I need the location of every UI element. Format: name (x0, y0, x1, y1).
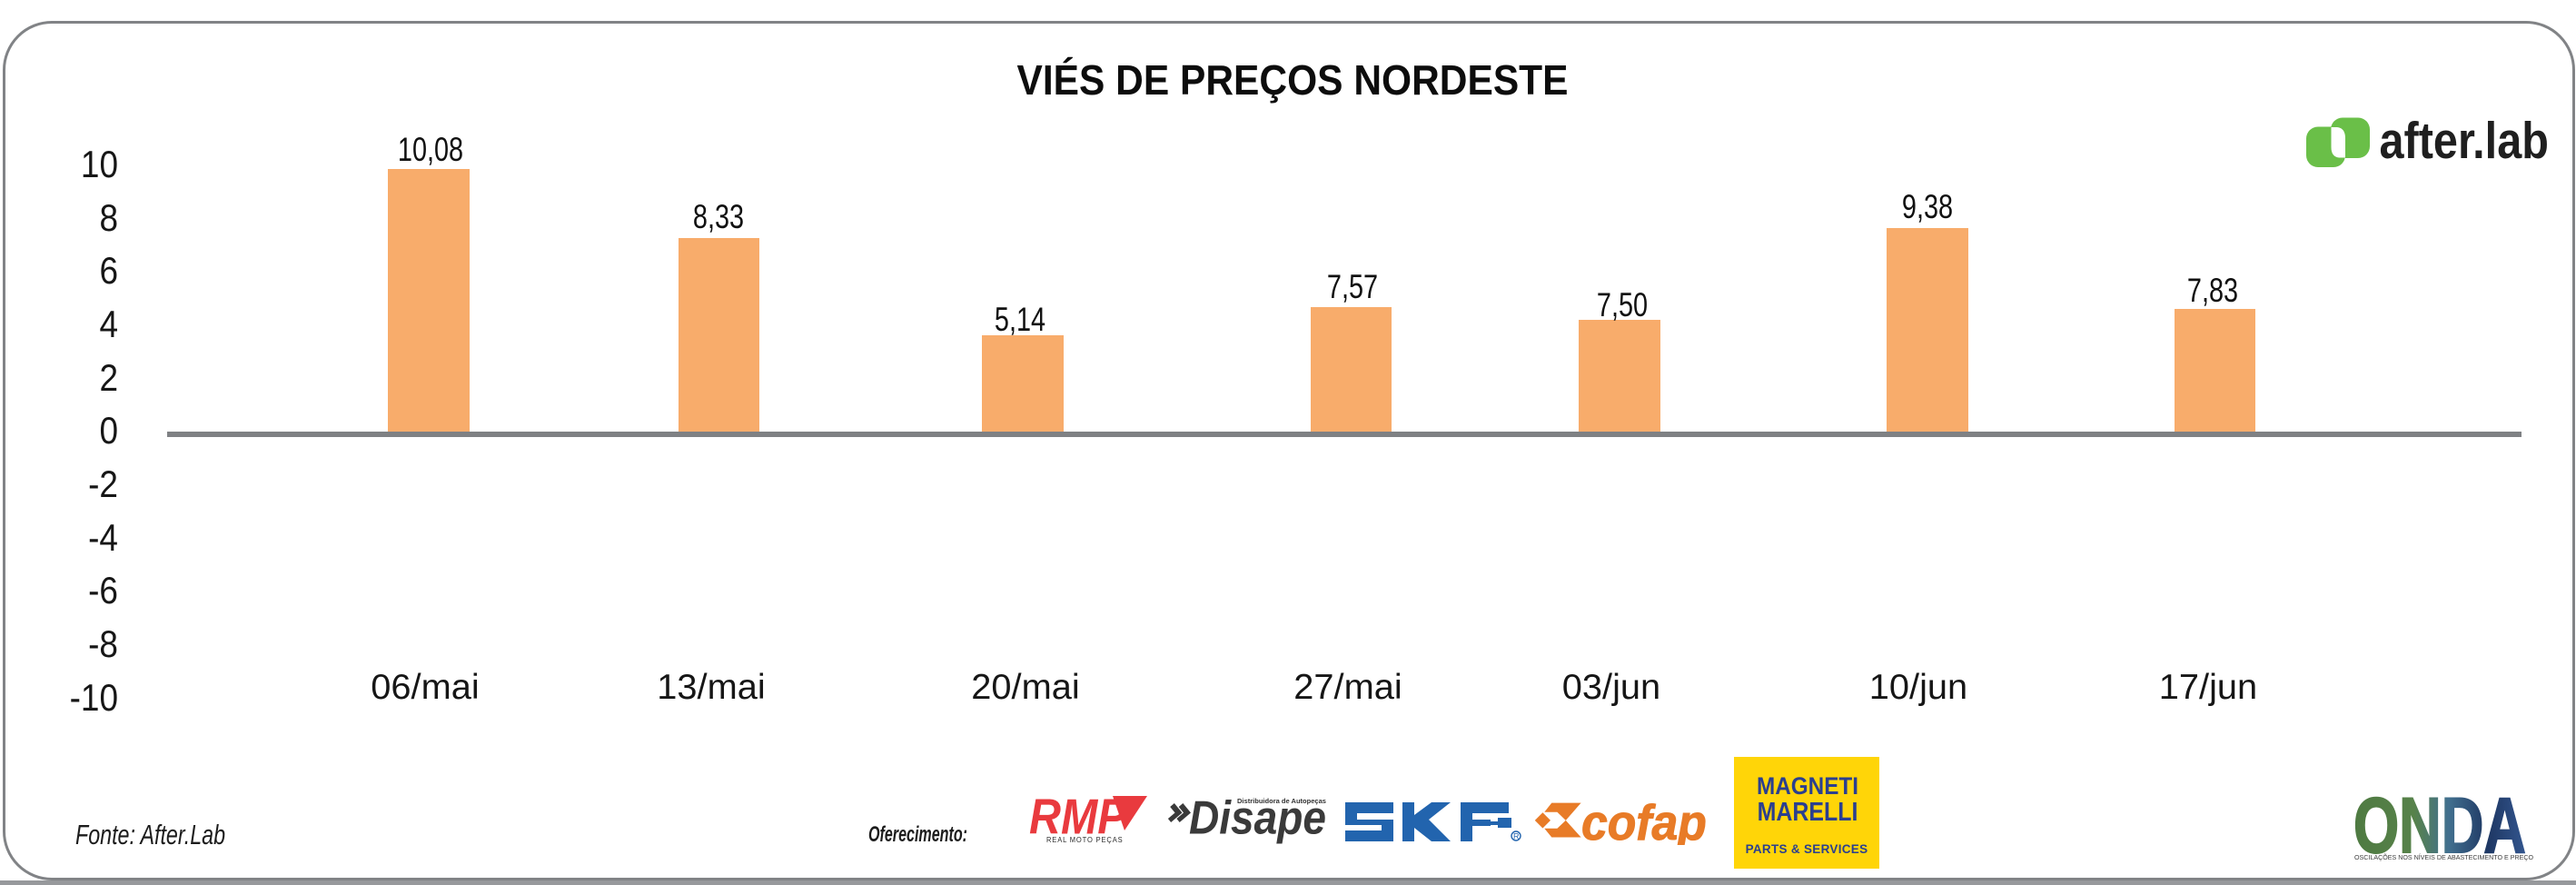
svg-text:RMP: RMP (1029, 791, 1127, 844)
svg-text:REAL MOTO PEÇAS: REAL MOTO PEÇAS (1046, 836, 1124, 844)
svg-text:cofap: cofap (1581, 798, 1707, 845)
svg-text:MAGNETI: MAGNETI (1757, 773, 1858, 800)
svg-text:MARELLI: MARELLI (1758, 797, 1858, 826)
svg-text:R: R (1513, 832, 1520, 841)
svg-text:PARTS & SERVICES: PARTS & SERVICES (1746, 842, 1868, 856)
svg-text:ONDA: ONDA (2353, 786, 2526, 870)
svg-text:after.lab: after.lab (2380, 112, 2549, 169)
svg-text:Distribuidora de Autopeças: Distribuidora de Autopeças (1237, 797, 1326, 805)
svg-text:Disape: Disape (1189, 792, 1326, 844)
svg-text:OSCILAÇÕES NOS NÍVEIS DE ABAST: OSCILAÇÕES NOS NÍVEIS DE ABASTECIMENTO E… (2354, 853, 2533, 861)
